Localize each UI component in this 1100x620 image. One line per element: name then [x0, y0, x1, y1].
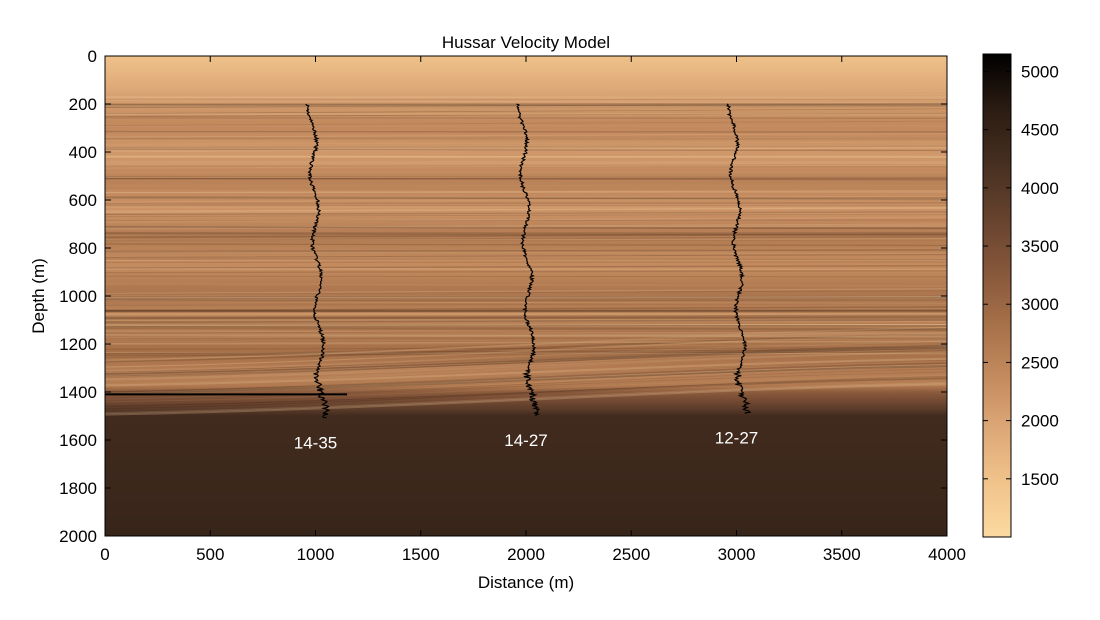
well-14-35: 14-35 — [294, 103, 337, 452]
x-tick-label: 1500 — [402, 545, 440, 564]
colorbar-tick-label: 3500 — [1021, 237, 1059, 256]
well-log-trace — [726, 103, 752, 414]
well-label: 12-27 — [715, 429, 758, 448]
y-axis-label: Depth (m) — [29, 258, 48, 334]
y-tick-label: 1600 — [59, 431, 97, 450]
colorbar-tick-label: 2000 — [1021, 412, 1059, 431]
colorbar-ticks: 1500 2000 2500 3000 3500 4000 4500 5000 — [983, 62, 1059, 489]
well-14-27: 14-27 — [504, 103, 548, 450]
x-tick-label: 1000 — [297, 545, 335, 564]
x-axis: 0 500 1000 1500 2000 2500 3000 3500 4000 — [100, 56, 966, 564]
colorbar-tick-label: 3000 — [1021, 295, 1059, 314]
colorbar-tick-label: 4500 — [1021, 121, 1059, 140]
well-log-trace — [305, 103, 331, 419]
x-tick-label: 0 — [100, 545, 109, 564]
colorbar-tick-label: 4000 — [1021, 179, 1059, 198]
y-axis: 0 200 400 600 800 1000 1200 1400 1600 1800 2000 — [59, 47, 947, 546]
y-tick-label: 600 — [69, 191, 97, 210]
y-tick-label: 2000 — [59, 527, 97, 546]
x-tick-label: 2000 — [507, 545, 545, 564]
x-tick-label: 2500 — [612, 545, 650, 564]
well-label: 14-35 — [294, 433, 337, 452]
well-12-27: 12-27 — [715, 103, 758, 448]
y-tick-label: 800 — [69, 239, 97, 258]
colorbar-gradient — [982, 53, 1012, 538]
x-tick-label: 3500 — [823, 545, 861, 564]
y-tick-label: 0 — [88, 47, 97, 66]
colorbar-tick-label: 2500 — [1021, 353, 1059, 372]
well-label: 14-27 — [504, 431, 547, 450]
x-tick-label: 4000 — [928, 545, 966, 564]
chart-title: Hussar Velocity Model — [442, 33, 610, 52]
x-tick-label: 500 — [196, 545, 224, 564]
y-tick-label: 1400 — [59, 383, 97, 402]
velocity-layers — [105, 93, 947, 416]
y-tick-label: 1800 — [59, 479, 97, 498]
well-logs: 14-35 14-27 12-27 — [294, 103, 758, 452]
y-tick-label: 1000 — [59, 287, 97, 306]
y-tick-label: 1200 — [59, 335, 97, 354]
plot-area: 14-35 14-27 12-27 — [104, 55, 948, 537]
colorbar-tick-label: 1500 — [1021, 470, 1059, 489]
y-tick-label: 200 — [69, 95, 97, 114]
x-tick-label: 3000 — [718, 545, 756, 564]
well-log-trace — [516, 103, 541, 417]
x-axis-label: Distance (m) — [478, 573, 574, 592]
y-tick-label: 400 — [69, 143, 97, 162]
colorbar-tick-label: 5000 — [1021, 62, 1059, 81]
colorbar: 1500 2000 2500 3000 3500 4000 4500 5000 — [982, 53, 1059, 538]
